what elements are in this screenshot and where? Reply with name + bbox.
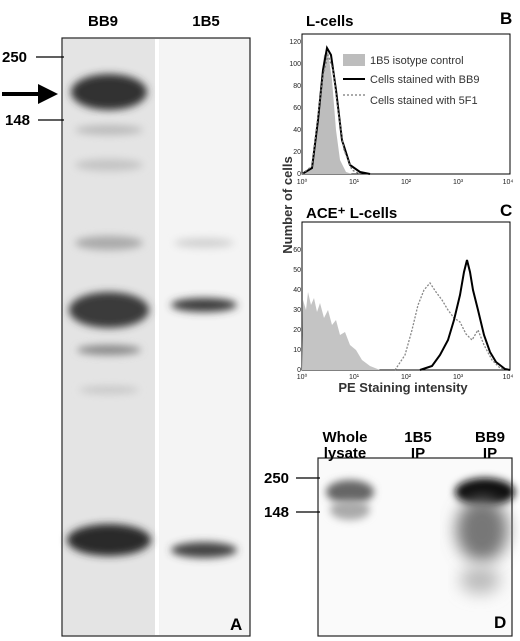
y-tick-label: 40 [293, 127, 301, 134]
x-tick-label: 10⁰ [297, 178, 308, 186]
y-axis-label: Number of cells [280, 156, 295, 254]
y-tick-label: 60 [293, 247, 301, 254]
panel-title: L-cells [306, 13, 354, 30]
x-tick-label: 10² [401, 374, 412, 381]
lane-label: Whole [323, 429, 368, 446]
y-tick-label: 40 [293, 287, 301, 294]
lane-label: 1B5 [192, 13, 220, 30]
gel-lane [160, 39, 249, 635]
y-tick-label: 80 [293, 83, 301, 90]
y-tick-label: 0 [297, 171, 301, 178]
histogram-line [394, 281, 511, 371]
legend-swatch [343, 54, 365, 66]
x-tick-label: 10¹ [349, 374, 360, 381]
marker-label: 250 [2, 49, 27, 66]
marker-label: 250 [264, 470, 289, 487]
panel-label: C [500, 201, 512, 220]
panel-a: BB9 1B5 250 148 A [2, 13, 251, 637]
histogram-line [301, 52, 361, 175]
histogram-fill [302, 292, 380, 370]
panel-b: L-cells B 1B5 isotype control Cells stai… [289, 9, 513, 186]
y-tick-label: 50 [293, 267, 301, 274]
lane-label: 1B5 [404, 429, 432, 446]
marker-label: 148 [5, 112, 30, 129]
x-tick-label: 10⁴ [503, 179, 514, 186]
y-tick-label: 20 [293, 149, 301, 156]
y-tick-label: 30 [293, 307, 301, 314]
lane-label: IP [483, 445, 497, 462]
panel-label: D [494, 613, 506, 632]
lane-label: IP [411, 445, 425, 462]
x-tick-label: 10⁴ [503, 374, 514, 381]
y-tick-label: 120 [289, 39, 301, 46]
x-tick-label: 10¹ [349, 179, 360, 186]
y-tick-label: 100 [289, 61, 301, 68]
x-tick-label: 10⁰ [297, 373, 308, 381]
marker-label: 148 [264, 504, 289, 521]
legend-entry: Cells stained with BB9 [370, 74, 479, 86]
lane-label: BB9 [475, 429, 505, 446]
y-tick-label: 20 [293, 327, 301, 334]
histogram-line [301, 45, 371, 175]
lane-label: lysate [324, 445, 367, 462]
lane-label: BB9 [88, 13, 118, 30]
x-tick-label: 10³ [453, 374, 464, 381]
y-tick-label: 60 [293, 105, 301, 112]
legend-entry: Cells stained with 5F1 [370, 95, 478, 107]
panel-label: B [500, 9, 512, 28]
panel-title: ACE⁺ L-cells [306, 205, 397, 222]
legend-entry: 1B5 isotype control [370, 55, 464, 67]
blot-bands [326, 478, 515, 594]
histogram-fill [302, 52, 352, 174]
panel-label: A [230, 615, 242, 634]
x-axis-label: PE Staining intensity [338, 380, 468, 395]
arrow [2, 84, 58, 104]
y-tick-label: 10 [293, 347, 301, 354]
x-tick-label: 10² [401, 179, 412, 186]
gel-bands [67, 74, 237, 558]
panel-d: Whole lysate 1B5 IP BB9 IP 250 148 D [264, 429, 515, 637]
y-tick-label: 0 [297, 367, 301, 374]
panel-c: ACE⁺ L-cells C 0 10 20 30 40 50 60 10⁰ 1… [293, 201, 513, 395]
x-tick-label: 10³ [453, 179, 464, 186]
histogram-line [419, 259, 511, 371]
